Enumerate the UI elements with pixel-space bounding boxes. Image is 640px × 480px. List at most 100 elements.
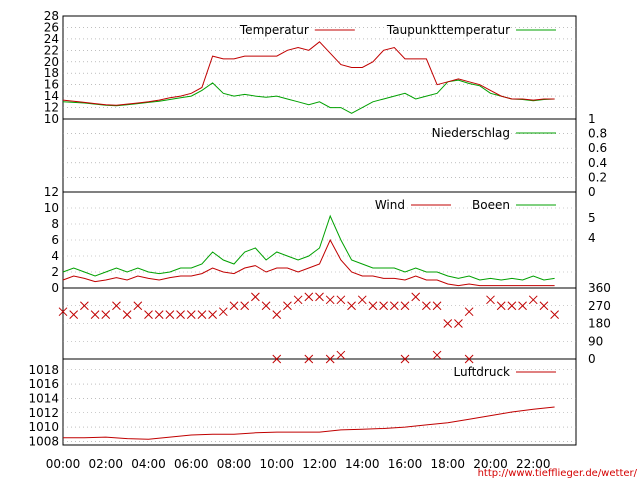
temperature-panel-ytick: 24: [44, 32, 59, 46]
wind-direction-point: [464, 354, 474, 364]
wind-direction-point: [304, 292, 314, 302]
x-tick-label: 16:00: [388, 457, 423, 471]
pressure-panel-legend-label: Luftdruck: [453, 365, 510, 379]
pressure-panel-ytick: 1010: [28, 420, 59, 434]
precipitation-panel-ytick: 0.4: [588, 156, 607, 170]
wind-direction-panel-ytick: 0: [588, 352, 596, 366]
temperature-panel-ytick: 20: [44, 55, 59, 69]
precipitation-panel-ytick: 0.2: [588, 170, 607, 184]
wind-direction-point: [550, 310, 559, 319]
wind-direction-panel-ytick: 180: [588, 317, 611, 331]
pressure-panel-ytick: 1018: [28, 363, 59, 377]
wind-direction-point: [251, 292, 260, 302]
precipitation-panel-ytick: 0.8: [588, 127, 607, 141]
wind-panel-line-wind: [62, 238, 555, 287]
x-tick-label: 10:00: [259, 457, 294, 471]
wind-direction-point: [272, 310, 282, 319]
wind-direction-panel-ytick: 90: [588, 334, 603, 348]
wind-direction-point: [69, 310, 79, 319]
x-tick-label: 18:00: [430, 457, 465, 471]
wind-direction-point: [400, 354, 410, 364]
wind-direction-point: [218, 307, 228, 317]
wind-direction-point: [411, 292, 421, 302]
temperature-panel-legend-label: Taupunkttemperatur: [386, 23, 510, 37]
pressure-panel-ytick: 1012: [28, 406, 59, 420]
wind-direction-point: [186, 310, 196, 319]
temperature-panel-ytick: 14: [44, 89, 59, 103]
wind-direction-point: [368, 301, 378, 311]
wind-direction-point: [539, 301, 549, 311]
wind-direction-point: [165, 310, 175, 319]
temperature-panel-line-temperatur: [62, 41, 555, 106]
pressure-panel-frame: [62, 358, 577, 446]
wind-direction-point: [518, 301, 527, 311]
wind-direction-point: [454, 319, 463, 328]
wind-direction-point: [432, 350, 442, 360]
wind-direction-point: [261, 301, 271, 311]
x-tick-label: 12:00: [302, 457, 337, 471]
temperature-panel-legend-label: Temperatur: [239, 23, 309, 37]
wind-direction-point: [176, 310, 185, 319]
wind-direction-point: [315, 292, 324, 302]
wind-direction-point: [357, 295, 367, 305]
precipitation-panel-legend-label: Niederschlag: [432, 126, 510, 140]
wind-direction-point: [80, 301, 89, 311]
temperature-panel-ytick: 28: [44, 9, 59, 23]
wind-direction-point: [240, 301, 250, 311]
wind-direction-point: [154, 310, 164, 319]
wind-direction-point: [496, 301, 506, 311]
precipitation-panel-ytick: 0: [588, 185, 596, 199]
precipitation-panel-ytick: 0.6: [588, 141, 607, 155]
wind-panel-ytick: 8: [51, 217, 59, 231]
wind-direction-point: [422, 301, 431, 311]
temperature-panel-ytick: 26: [44, 20, 59, 34]
x-tick-label: 20:00: [473, 457, 508, 471]
source-url: http://www.tiefflieger.de/wetter/: [478, 468, 638, 479]
wind-direction-point: [112, 301, 121, 311]
pressure-panel-line-luftdruck: [63, 406, 555, 440]
wind-direction-point: [347, 301, 356, 311]
temperature-panel-ytick: 18: [44, 66, 59, 80]
pressure-panel-ytick: 1016: [28, 377, 59, 391]
x-tick-label: 22:00: [516, 457, 551, 471]
wind-direction-point: [528, 295, 538, 305]
precipitation-panel-ytick: 1: [588, 112, 596, 126]
x-tick-label: 14:00: [345, 457, 380, 471]
wind-direction-point: [507, 301, 517, 311]
wind-panel-ytick: 6: [51, 233, 59, 247]
wind-direction-point: [336, 350, 346, 360]
wind-panel-legend-label: Boeen: [472, 198, 510, 212]
x-tick-label: 04:00: [131, 457, 166, 471]
wind-direction-point: [101, 310, 111, 319]
wind-direction-panel-ytick: 360: [588, 281, 611, 295]
wind-direction-point: [400, 301, 410, 311]
pressure-panel-ytick: 1008: [28, 434, 59, 448]
wind-direction-point: [144, 310, 153, 319]
wind-direction-point: [464, 307, 474, 317]
wind-panel-ytick: 4: [51, 249, 59, 263]
wind-direction-point: [208, 310, 217, 319]
wind-panel-ytick: 12: [44, 185, 59, 199]
wind-direction-point: [486, 295, 495, 305]
pressure-panel-ytick: 1014: [28, 391, 59, 405]
temperature-panel-ytick: 22: [44, 43, 59, 57]
wind-direction-point: [432, 301, 442, 311]
wind-direction-point: [272, 354, 282, 364]
temperature-panel-ytick: 16: [44, 78, 59, 92]
wind-panel-legend-label: Wind: [375, 198, 405, 212]
wind-direction-point: [325, 354, 335, 364]
wind-direction-point: [389, 301, 399, 311]
wind-direction-point: [122, 310, 132, 319]
wind-direction-panel-ytick: 270: [588, 299, 611, 313]
wind-direction-point: [133, 301, 143, 311]
wind-direction-point: [229, 301, 239, 311]
x-tick-label: 08:00: [217, 457, 252, 471]
wind-direction-point: [58, 307, 68, 317]
wind-panel-right-tick: 4: [588, 231, 596, 245]
wind-panel-ytick: 2: [51, 265, 59, 279]
wind-direction-point: [379, 301, 388, 311]
temperature-panel-line-taupunkttemperatur: [62, 79, 555, 114]
temperature-panel-ytick: 12: [44, 101, 59, 115]
wind-direction-point: [304, 354, 314, 364]
